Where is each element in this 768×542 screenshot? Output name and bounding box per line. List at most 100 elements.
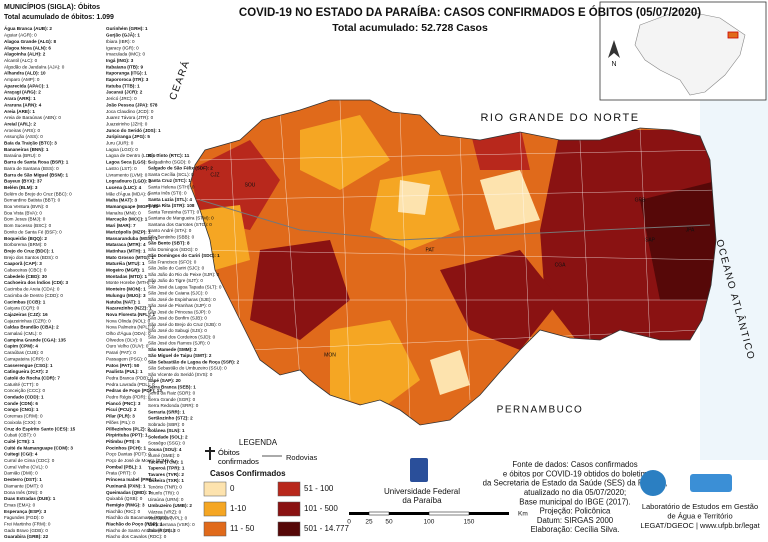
list-item: Solânea (SLN): 1	[148, 428, 185, 433]
list-item: Pocinhos (PCH): 1	[106, 445, 147, 450]
list-item: Assunção (ASS): 0	[4, 134, 43, 139]
list-item: Monteiro (MON): 1	[106, 287, 146, 292]
list-item: Vieirópolis (VPL): 0	[148, 516, 188, 521]
list-item: Santa Luzia (STL): 4	[148, 197, 192, 202]
neighbor-label: CEARÁ	[166, 58, 193, 102]
source-line: da Secretaria de Estado da Saúde (SES) d…	[483, 479, 668, 488]
legend-label: 1-10	[230, 504, 247, 513]
source-line: atualizado no dia 05/07/2020;	[524, 488, 626, 497]
list-item: Alcantil (ALC): 0	[4, 58, 38, 63]
list-item: Riachão (RIC): 0	[106, 509, 141, 514]
list-item: Montadas (MTD): 1	[106, 274, 148, 279]
list-item: Juru (JUR): 0	[106, 141, 134, 146]
list-item: Itabaiana (ITB): 9	[106, 64, 143, 69]
list-item: Riachão do Bacamarte (RDB): 0	[106, 515, 172, 520]
list-item: Riachão do Poço (RDP): 1	[106, 522, 163, 527]
state-outline	[189, 99, 717, 426]
list-item: Gurinhém (GRH): 1	[106, 26, 148, 31]
list-item: Cacimba de Dentro (CDD): 0	[4, 293, 63, 298]
list-item: São Bento (SBT): 8	[148, 241, 190, 246]
list-item: Cuité (CTE): 1	[4, 439, 35, 444]
list-item: Serra Branca (SEB): 1	[148, 384, 196, 389]
list-item: Puxinanã (PXN): 1	[106, 483, 146, 488]
list-item: Soledade (SOL): 2	[148, 434, 188, 439]
municipality-code: CJZ	[210, 172, 219, 178]
list-item: Barra de Santana (BSS): 0	[4, 166, 59, 171]
list-item: São Sebastião do Umbuzeiro (SSU): 0	[148, 366, 227, 371]
list-item: Coremas (CRM): 0	[4, 414, 43, 419]
list-item: Boa Vista (BVA): 0	[4, 210, 42, 215]
source-line: Elaboração: Cecília Silva.	[531, 525, 620, 534]
list-item: São Vicente do Seridó (SVS): 0	[148, 372, 213, 377]
list-item: Amparo (AMP): 0	[4, 77, 40, 82]
list-item: Picuí (PCU): 2	[106, 407, 137, 412]
legat-line: de Água e Território	[667, 511, 732, 520]
list-item: Bernardino Batista (BBT): 0	[4, 198, 61, 203]
list-item: Esperança (ESP): 3	[4, 509, 47, 514]
list-item: Alagoa Grande (ALG): 8	[4, 39, 57, 44]
list-item: Baía da Traição (BTC): 3	[4, 141, 57, 146]
list-item: Dona Inês (DNI): 0	[4, 490, 43, 495]
source-line: Projeção: Policônica	[540, 507, 611, 516]
list-item: Pirpirituba (PPT): 1	[106, 433, 148, 438]
north-arrow	[608, 40, 620, 58]
list-item: Lucena (LUC): 4	[106, 185, 142, 190]
list-item: Congo (CNG): 1	[4, 407, 39, 412]
list-item: Imaculada (IMC): 0	[106, 52, 146, 57]
list-item: Passagem (PSG): 0	[106, 356, 147, 361]
municipality-code: SOU	[245, 182, 256, 188]
list-item: Bananeiras (BNN): 1	[4, 147, 49, 152]
legend-roads: Rodovias	[286, 453, 318, 462]
list-item: Santa Rita (STR): 108	[148, 203, 195, 208]
list-item: João Pessoa (JPA): 578	[106, 102, 158, 107]
source-line: Datum: SIRGAS 2000	[537, 516, 614, 525]
list-item: Barra de Santa Rosa (BSR): 1	[4, 160, 69, 165]
list-item: Jericó (JRC): 0	[106, 96, 137, 101]
legend-label: 51 - 100	[304, 484, 334, 493]
list-item: Santa Inês (STI): 0	[148, 191, 187, 196]
list-item: Ingá (ING): 3	[106, 58, 134, 63]
legend-swatch	[203, 501, 227, 517]
list-item: Caturité (CTT): 0	[4, 382, 39, 387]
list-item: Caraúbas (CUB): 0	[4, 350, 44, 355]
source-line: e óbitos por COVID-19 obtidos do boletim	[503, 469, 647, 478]
list-item: São José da Lagoa Tapada (SLT): 0	[148, 284, 222, 289]
ufpb-2: da Paraíba	[402, 496, 442, 505]
title: COVID-19 NO ESTADO DA PARAÍBA: CASOS CON…	[239, 6, 701, 19]
list-item: Ouro Velho (OUV): 0	[106, 344, 149, 349]
list-item: Malta (MAT): 3	[106, 198, 137, 203]
legend-cases-title: Casos Confirmados	[210, 469, 286, 478]
list-item: Logradouro (LGD): 2	[106, 179, 152, 184]
list-item: Piancó (PNC): 3	[106, 401, 141, 406]
list-item: Santa Helena (STH): 0	[148, 184, 195, 189]
list-item: Itapororoca (ITR): 3	[106, 77, 149, 82]
list-item: Emas (EMA): 0	[4, 502, 36, 507]
municipality-code: PAT	[426, 247, 435, 253]
list-item: Riacho de Santo Antônio (RSA): 0	[106, 528, 176, 533]
list-item: Tenório (TNR): 0	[148, 484, 182, 489]
list-item: Caiçara (CÇR): 0	[4, 306, 40, 311]
list-item: Carrapateira (CRP): 0	[4, 356, 49, 361]
inset-highlight	[727, 31, 739, 39]
municipality-code: CGA	[555, 262, 567, 268]
list-item: Teixeira (TXR): 1	[148, 478, 184, 483]
list-item: Sousa (SOU): 4	[148, 447, 182, 452]
list-item: São Sebastião de Lagoa de Roça (SSR): 2	[148, 359, 240, 364]
list-item: São José de Espinharas (SJE): 0	[148, 297, 216, 302]
list-item: Olho d'Água (ODA): 0	[106, 330, 151, 336]
list-item: Borborema (BRM): 0	[4, 242, 47, 247]
list-item: Pedra Lavrada (PDL): 0	[106, 382, 155, 387]
list-item: Cacimba de Areia (CDA): 0	[4, 287, 60, 292]
list-item: Camalaú (CML): 0	[4, 331, 42, 336]
list-item: Frei Martinho (FRM): 0	[4, 522, 51, 527]
inset-brazil	[634, 9, 746, 96]
scale-tick: 150	[464, 519, 475, 526]
list-item: Bom Jesus (BMJ): 0	[4, 217, 46, 222]
ufpb-logo	[410, 458, 428, 482]
list-item: Salgadinho (SGD): 0	[148, 159, 191, 164]
list-item: Coxixola (CXX): 0	[4, 420, 41, 425]
list-item: Santana de Mangueira (STM): 0	[148, 216, 214, 221]
list-item: Sobrado (SBR): 0	[148, 422, 185, 427]
list-item: Catingueira (CAT): 2	[4, 369, 49, 374]
